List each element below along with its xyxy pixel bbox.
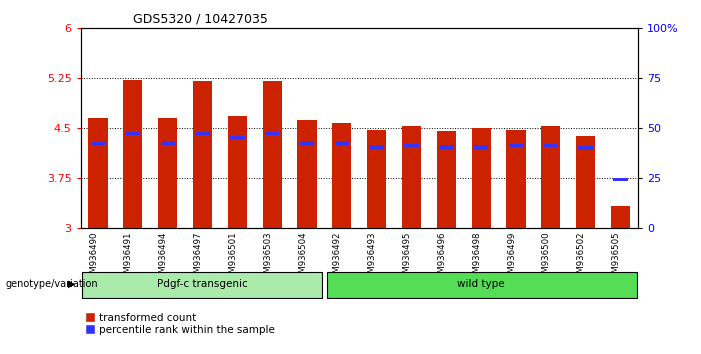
- Text: GSM936500: GSM936500: [542, 232, 551, 284]
- Text: GSM936495: GSM936495: [402, 232, 411, 284]
- Bar: [611, 206, 630, 228]
- Text: GSM936501: GSM936501: [229, 232, 238, 284]
- Bar: [613, 178, 627, 182]
- Text: GSM936490: GSM936490: [89, 232, 98, 284]
- Bar: [332, 123, 351, 228]
- Bar: [506, 130, 526, 228]
- Bar: [193, 81, 212, 228]
- Bar: [334, 141, 349, 145]
- FancyBboxPatch shape: [81, 272, 322, 298]
- Bar: [91, 142, 105, 145]
- Text: GSM936503: GSM936503: [263, 232, 272, 284]
- Text: GSM936496: GSM936496: [437, 232, 447, 284]
- Bar: [228, 116, 247, 228]
- Bar: [300, 141, 314, 145]
- Text: GSM936494: GSM936494: [158, 232, 168, 284]
- Text: ▶: ▶: [68, 279, 76, 289]
- Text: GSM936492: GSM936492: [333, 232, 342, 284]
- Text: wild type: wild type: [457, 279, 505, 289]
- Bar: [369, 145, 384, 149]
- Bar: [437, 131, 456, 228]
- Text: GSM936499: GSM936499: [507, 232, 516, 284]
- Bar: [88, 118, 108, 228]
- Bar: [230, 136, 245, 139]
- Bar: [125, 132, 140, 136]
- Legend: transformed count, percentile rank within the sample: transformed count, percentile rank withi…: [86, 313, 275, 335]
- Bar: [404, 144, 418, 148]
- Bar: [578, 147, 593, 150]
- Bar: [509, 144, 523, 148]
- Text: genotype/variation: genotype/variation: [6, 279, 98, 289]
- Bar: [161, 141, 175, 145]
- Bar: [297, 120, 317, 228]
- Text: GSM936491: GSM936491: [124, 232, 133, 284]
- Bar: [196, 132, 210, 136]
- Bar: [263, 81, 282, 228]
- Bar: [367, 130, 386, 228]
- FancyBboxPatch shape: [327, 272, 637, 298]
- Text: GSM936502: GSM936502: [577, 232, 585, 284]
- Text: GSM936493: GSM936493: [368, 232, 376, 284]
- Bar: [123, 80, 142, 228]
- Bar: [474, 145, 489, 149]
- Bar: [544, 144, 558, 148]
- Bar: [158, 118, 177, 228]
- Bar: [541, 126, 560, 228]
- Text: GSM936497: GSM936497: [193, 232, 203, 284]
- Text: Pdgf-c transgenic: Pdgf-c transgenic: [157, 279, 248, 289]
- Bar: [265, 132, 280, 136]
- Text: GSM936505: GSM936505: [611, 232, 620, 284]
- Bar: [439, 145, 454, 149]
- Text: GSM936504: GSM936504: [298, 232, 307, 284]
- Bar: [472, 129, 491, 228]
- Bar: [402, 126, 421, 228]
- Bar: [576, 136, 595, 228]
- Text: GSM936498: GSM936498: [472, 232, 481, 284]
- Text: GDS5320 / 10427035: GDS5320 / 10427035: [133, 12, 268, 25]
